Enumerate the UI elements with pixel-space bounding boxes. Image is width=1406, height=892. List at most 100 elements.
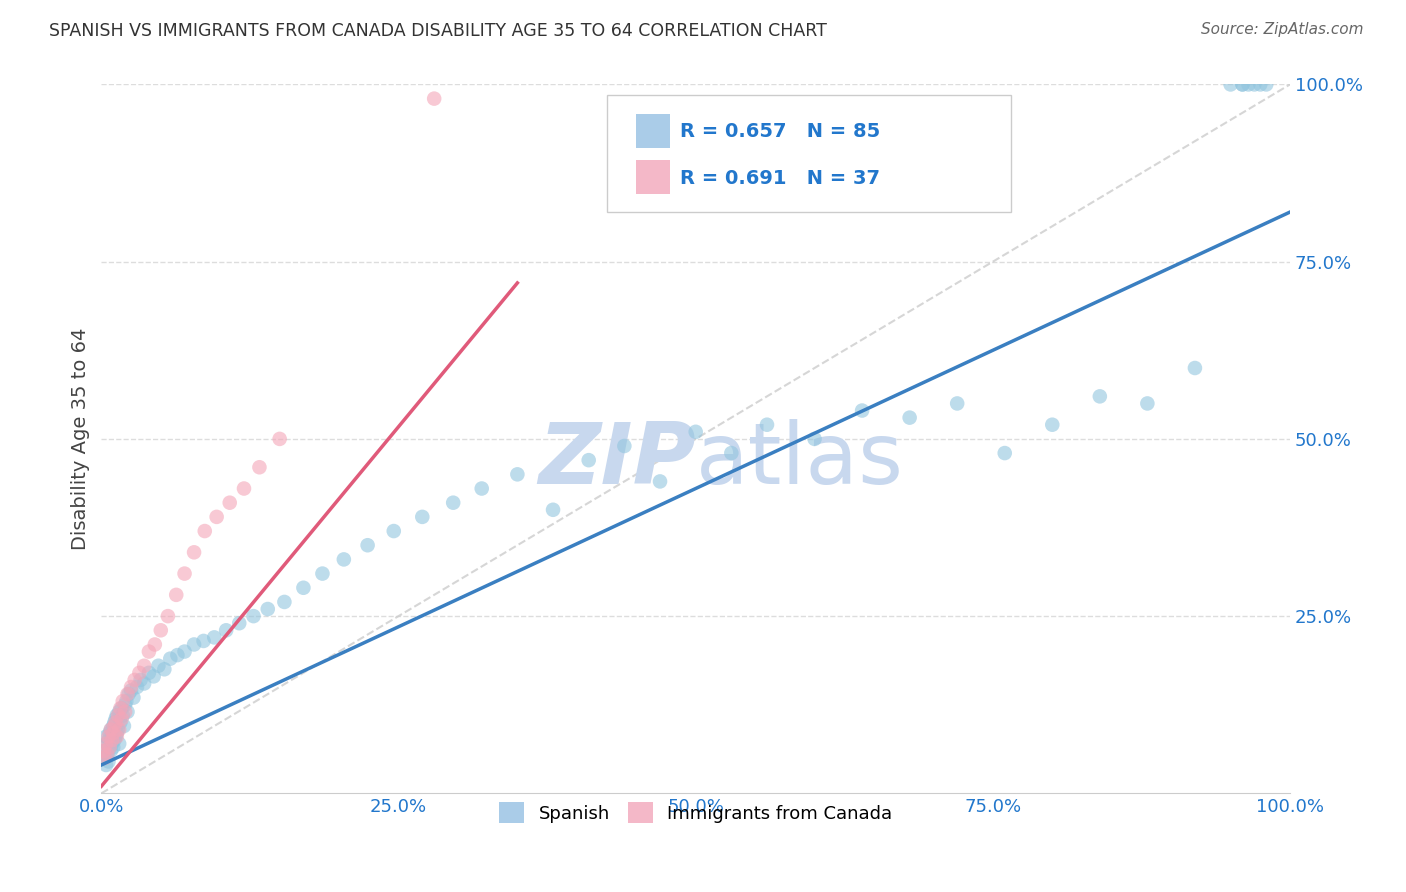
Point [108,723,131,737]
Point [115,694,138,708]
Point [578,453,600,467]
Point [183,638,205,652]
Point [112,719,135,733]
FancyBboxPatch shape [606,95,1011,212]
Point [173,644,195,658]
Point [98,726,121,740]
Point [117,687,139,701]
Point [110,712,132,726]
Point [506,467,529,482]
Point [441,496,464,510]
Point [107,723,129,737]
Point [215,624,238,638]
Bar [637,161,669,194]
Point [148,658,170,673]
Point [720,446,742,460]
Point [1184,361,1206,376]
Point [114,698,136,712]
Point [411,509,433,524]
Point [898,410,921,425]
Point [1219,78,1241,92]
Point [292,581,315,595]
Point [103,726,125,740]
Point [228,616,250,631]
Point [193,634,215,648]
Point [183,545,205,559]
Point [541,503,564,517]
Point [1232,78,1254,92]
Point [382,524,405,538]
Point [1237,78,1260,92]
Point [1136,396,1159,410]
Point [124,673,146,687]
Point [122,690,145,705]
Point [134,676,156,690]
Point [97,730,120,744]
Point [756,417,779,432]
Point [103,719,125,733]
Point [356,538,378,552]
Point [269,432,291,446]
Point [994,446,1017,460]
Point [613,439,636,453]
Point [143,638,166,652]
Point [110,715,132,730]
Point [166,648,188,662]
Text: atlas: atlas [696,418,904,501]
Point [104,715,127,730]
Point [105,726,128,740]
Point [333,552,356,566]
Point [202,631,225,645]
Point [138,665,160,680]
Point [471,482,494,496]
Point [103,719,125,733]
Point [311,566,333,581]
Point [803,432,825,446]
Point [1088,389,1111,403]
Point [648,475,671,489]
Point [103,740,125,755]
Point [218,496,240,510]
Point [242,609,264,624]
Point [94,744,117,758]
Point [1249,78,1271,92]
Y-axis label: Disability Age 35 to 64: Disability Age 35 to 64 [72,327,90,550]
Point [120,680,142,694]
Point [114,705,136,719]
Point [100,723,122,737]
Point [100,723,122,737]
Point [107,708,129,723]
Point [104,730,127,744]
Point [103,733,125,747]
Point [108,737,131,751]
Point [129,673,152,687]
Point [98,740,121,755]
Point [117,705,139,719]
Point [118,687,141,701]
Point [233,482,256,496]
Point [103,715,125,730]
Point [101,737,124,751]
Point [159,651,181,665]
Point [156,609,179,624]
Point [105,730,128,744]
Point [94,737,117,751]
Point [104,712,127,726]
Point [273,595,295,609]
Point [100,744,122,758]
Point [205,509,228,524]
Point [94,758,117,772]
Point [97,733,120,747]
Text: R = 0.657   N = 85: R = 0.657 N = 85 [681,122,880,142]
Point [153,662,176,676]
Text: R = 0.691   N = 37: R = 0.691 N = 37 [681,169,880,188]
Point [94,730,117,744]
Point [101,730,124,744]
Point [685,425,707,439]
Point [110,701,132,715]
Point [97,755,120,769]
Point [1040,417,1063,432]
Point [138,644,160,658]
Point [93,751,115,765]
Point [134,658,156,673]
